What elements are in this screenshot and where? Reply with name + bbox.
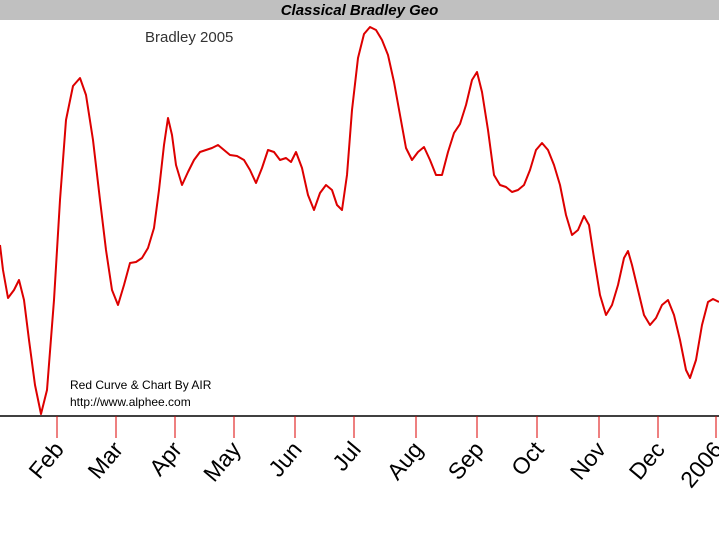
x-tick-label-may: May — [198, 436, 246, 486]
series-label: Bradley 2005 — [145, 29, 233, 46]
x-tick-label-dec: Dec — [624, 437, 670, 485]
chart-title-bar: Classical Bradley Geo — [0, 0, 719, 20]
x-tick-label-sep: Sep — [443, 437, 489, 485]
credit-line-2: http://www.alphee.com — [70, 395, 191, 409]
x-tick-label-oct: Oct — [506, 436, 549, 481]
x-tick-label-jun: Jun — [263, 437, 307, 482]
chart-title: Classical Bradley Geo — [280, 1, 439, 19]
x-tick-label-aug: Aug — [382, 437, 428, 485]
x-tick-label-apr: Apr — [144, 436, 187, 480]
x-tick-label-feb: Feb — [23, 437, 68, 484]
x-tick-label-2006: 2006 — [675, 437, 719, 493]
x-axis-tick-labels: Feb Mar Apr May Jun Jul Aug Sep Oct Nov Dec 2006 — [23, 436, 719, 492]
x-axis-ticks — [56, 416, 717, 438]
credit-line-1: Red Curve & Chart By AIR — [70, 378, 212, 392]
x-tick-label-mar: Mar — [82, 436, 128, 483]
x-tick-label-jul: Jul — [327, 437, 366, 476]
x-tick-label-nov: Nov — [565, 436, 612, 484]
bradley-curve-line — [0, 26, 719, 415]
